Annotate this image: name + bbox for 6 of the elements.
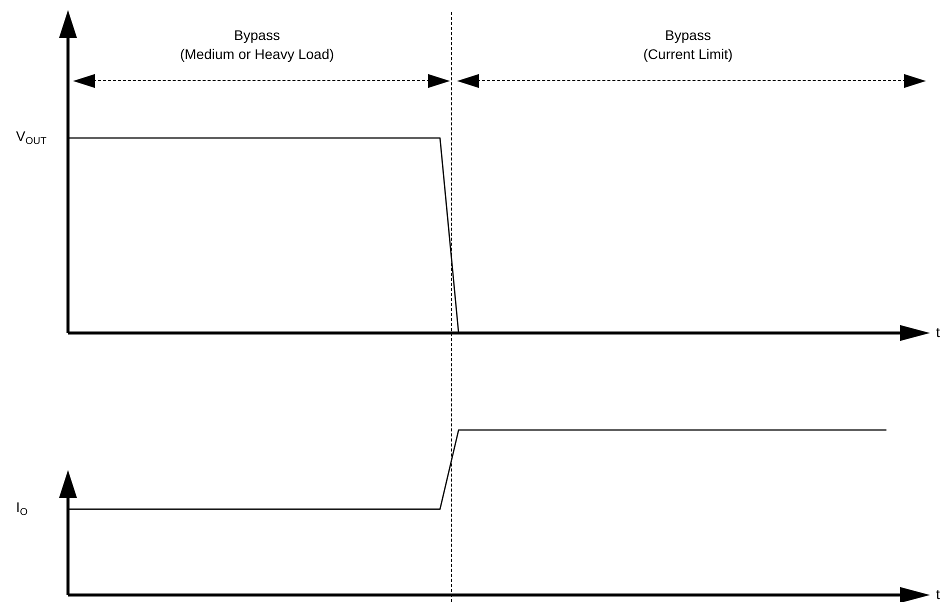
y-axis-title: V$_{OUT}$	[16, 128, 46, 147]
x-axis-title: t	[936, 586, 940, 602]
y-axis-title: I$_{O}$	[16, 499, 28, 518]
x-axis-title: t	[936, 324, 940, 340]
text: Bypass (Medium or Heavy Load)	[180, 26, 334, 64]
text: Bypass (Current Limit)	[643, 26, 733, 64]
